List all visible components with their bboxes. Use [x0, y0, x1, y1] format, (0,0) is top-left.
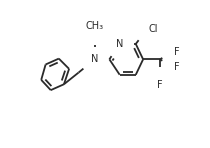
Text: CH₃: CH₃ — [86, 21, 104, 31]
Text: F: F — [174, 47, 180, 57]
Text: Cl: Cl — [149, 24, 159, 34]
Text: F: F — [157, 80, 163, 90]
Text: F: F — [174, 62, 180, 72]
Text: N: N — [116, 39, 123, 49]
Text: N: N — [91, 54, 98, 64]
